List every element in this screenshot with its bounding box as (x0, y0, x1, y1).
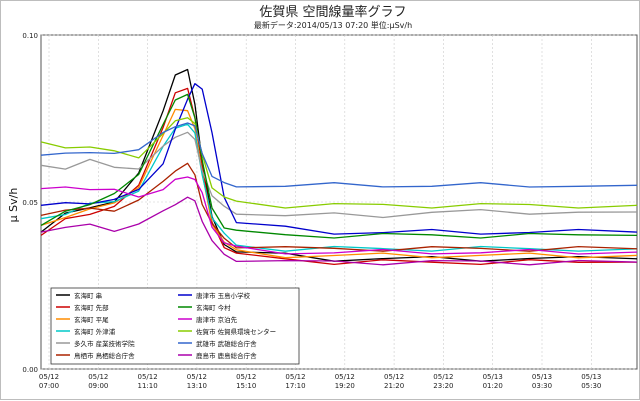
x-tick-date: 05/13 (532, 373, 552, 381)
x-tick-date: 05/12 (39, 373, 59, 381)
legend-label-0: 玄海町 串 (74, 291, 102, 300)
x-tick-date: 05/12 (384, 373, 404, 381)
legend-label-3: 玄海町 外津浦 (74, 327, 116, 336)
legend-label-1: 玄海町 先部 (74, 303, 109, 312)
series-line-11 (40, 196, 638, 266)
x-tick-time: 17:10 (285, 382, 305, 390)
x-tick-time: 07:00 (39, 382, 59, 390)
x-tick-time: 03:30 (532, 382, 552, 390)
y-tick-label: 0.05 (22, 199, 38, 207)
legend-label-5: 鳥栖市 鳥栖総合庁舎 (74, 351, 135, 360)
x-tick-date: 05/12 (335, 373, 355, 381)
y-axis-label: μ Sv/h (7, 188, 20, 223)
chart-title: 佐賀県 空間線量率グラフ (259, 4, 406, 20)
x-tick-time: 19:20 (335, 382, 355, 390)
x-tick-date: 05/13 (483, 373, 503, 381)
chart-subtitle: 最新データ:2014/05/13 07:20 単位:μSv/h (254, 20, 412, 30)
x-tick-time: 15:10 (236, 382, 256, 390)
x-tick-labels: 05/1207:0005/1209:0005/1211:1005/1213:10… (39, 373, 601, 390)
x-tick-time: 09:00 (88, 382, 108, 390)
legend-label-9: 佐賀市 佐賀県環境センター (196, 327, 276, 336)
x-tick-time: 13:10 (187, 382, 207, 390)
x-tick-date: 05/12 (138, 373, 158, 381)
legend-label-7: 玄海町 今村 (196, 303, 231, 312)
series-layer (40, 68, 638, 266)
x-tick-date: 05/12 (88, 373, 108, 381)
y-tick-label: 0.10 (22, 32, 38, 40)
series-line-6 (40, 83, 638, 235)
x-tick-date: 05/12 (433, 373, 453, 381)
y-tick-label: 0.00 (22, 366, 38, 374)
x-tick-time: 01:20 (483, 382, 503, 390)
series-line-5 (40, 162, 638, 252)
grid-lines (41, 34, 637, 370)
series-line-4 (40, 131, 638, 219)
legend-label-11: 鹿島市 鹿島総合庁舎 (196, 351, 257, 360)
x-tick-date: 05/12 (187, 373, 207, 381)
series-line-10 (40, 122, 638, 188)
series-line-7 (40, 93, 638, 239)
legend-label-2: 玄海町 平尾 (74, 315, 109, 324)
x-tick-time: 23:20 (433, 382, 453, 390)
x-tick-date: 05/12 (236, 373, 256, 381)
legend-box (50, 287, 300, 365)
legend-label-4: 多久市 産業技術学院 (74, 339, 135, 348)
x-tick-time: 21:20 (384, 382, 404, 390)
series-line-8 (40, 176, 638, 255)
x-tick-time: 11:10 (138, 382, 158, 390)
x-tick-date: 05/12 (285, 373, 305, 381)
series-line-9 (40, 117, 638, 209)
legend-label-6: 唐津市 玉島小学校 (196, 291, 251, 300)
x-tick-date: 05/13 (581, 373, 601, 381)
x-tick-time: 05:30 (581, 382, 601, 390)
legend-label-8: 唐津市 京泊先 (196, 315, 238, 324)
y-tick-labels: 0.00 0.05 0.10 (22, 32, 38, 374)
legend-label-10: 武雄市 武雄総合庁舎 (196, 339, 257, 348)
